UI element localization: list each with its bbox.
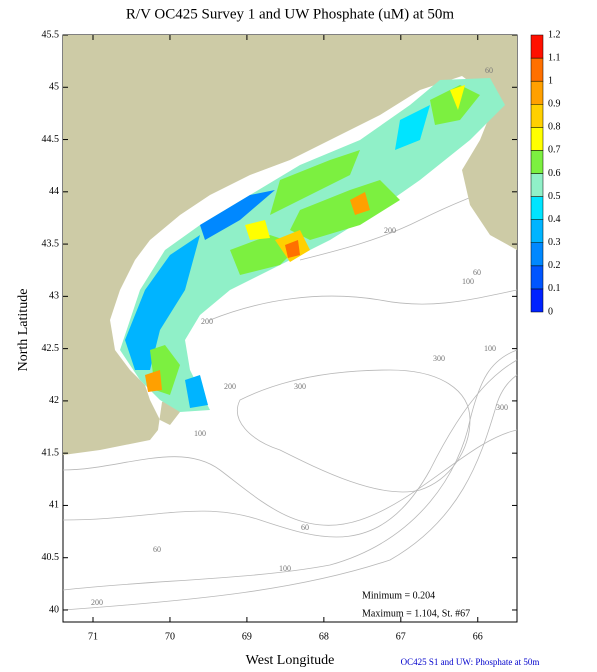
- y-tick-label: 44.5: [42, 134, 60, 145]
- y-tick-label: 43: [49, 291, 59, 302]
- x-tick-label: 68: [319, 631, 329, 642]
- isobath-label: 100: [462, 277, 474, 286]
- x-tick-label: 70: [165, 631, 175, 642]
- x-tick-label: 69: [242, 631, 252, 642]
- x-tick-label: 71: [88, 631, 98, 642]
- x-tick-label: 66: [473, 631, 483, 642]
- isobath-labels: 60 200 60 100 200 100 300 200 300 300 10…: [91, 66, 508, 607]
- colorbar-label: 0.9: [548, 99, 561, 110]
- colorbar-label: 0.3: [548, 237, 561, 248]
- survey-field: [120, 78, 505, 412]
- colorbar-swatch: [530, 104, 544, 128]
- y-tick-label: 43.5: [42, 238, 60, 249]
- y-tick-label: 45: [49, 82, 59, 93]
- colorbar-swatch: [530, 80, 544, 105]
- colorbar-swatch: [530, 127, 544, 151]
- colorbar-swatch: [530, 242, 544, 267]
- colorbar-label: 0: [548, 306, 553, 317]
- maximum-note: Maximum = 1.104, St. #67: [362, 608, 470, 619]
- isobath-label: 200: [384, 226, 396, 235]
- colorbar-swatch: [530, 196, 544, 220]
- y-tick-label: 45.5: [42, 29, 60, 40]
- y-tick-label: 44: [49, 186, 59, 197]
- minimum-note: Minimum = 0.204: [362, 590, 435, 601]
- colorbar-label: 0.5: [548, 191, 561, 202]
- colorbar-label: 0.2: [548, 260, 561, 271]
- colorbar-label: 0.1: [548, 283, 561, 294]
- isobath-label: 200: [224, 382, 236, 391]
- x-axis-label: West Longitude: [246, 653, 335, 668]
- colorbar-label: 1: [548, 75, 553, 86]
- colorbar-swatch: [530, 173, 544, 197]
- colorbar-label: 1.1: [548, 52, 561, 63]
- y-tick-label: 40: [49, 604, 59, 615]
- colorbar-label: 0.8: [548, 122, 561, 133]
- colorbar-label: 0.7: [548, 145, 561, 156]
- x-tick-label: 67: [396, 631, 406, 642]
- colorbar-swatch: [530, 288, 544, 313]
- isobath-label: 300: [496, 403, 508, 412]
- isobath-label: 200: [201, 317, 213, 326]
- isobath-label: 300: [433, 354, 445, 363]
- title: R/V OC425 Survey 1 and UW Phosphate (uM)…: [126, 6, 455, 22]
- isobath-label: 300: [294, 382, 306, 391]
- footer: OC425 S1 and UW: Phosphate at 50m: [401, 657, 540, 667]
- colorbar-swatch: [530, 150, 544, 174]
- y-axis-label: North Latitude: [16, 289, 31, 372]
- colorbar-swatch: [530, 57, 544, 82]
- isobath-label: 100: [279, 564, 291, 573]
- isobath-label: 60: [473, 268, 481, 277]
- isobath-label: 60: [153, 545, 161, 554]
- colorbar-swatch: [530, 219, 544, 244]
- isobath-label: 60: [485, 66, 493, 75]
- y-tick-label: 41.5: [42, 447, 60, 458]
- y-tick-label: 40.5: [42, 552, 60, 563]
- y-tick-label: 42: [49, 395, 59, 406]
- y-tick-label: 42.5: [42, 343, 60, 354]
- colorbar-label: 0.4: [548, 214, 561, 225]
- colorbar-swatch: [530, 265, 544, 290]
- isobath-label: 100: [484, 344, 496, 353]
- isobath-label: 60: [301, 523, 309, 532]
- colorbar-label: 1.2: [548, 29, 561, 40]
- isobath-label: 200: [91, 598, 103, 607]
- land: [63, 35, 517, 455]
- colorbar-label: 0.6: [548, 168, 561, 179]
- colorbar-swatch: [530, 34, 544, 59]
- y-tick-label: 41: [49, 500, 59, 511]
- isobath-label: 100: [194, 429, 206, 438]
